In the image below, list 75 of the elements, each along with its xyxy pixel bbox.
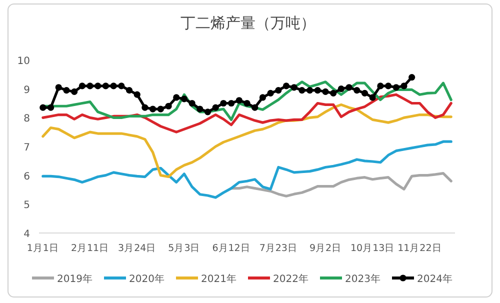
point (400, 82, 408, 90)
x-tick-label: 11月22日 (398, 243, 442, 254)
point (142, 104, 148, 111)
point (330, 90, 337, 96)
x-tick-label: 5月3日 (168, 243, 200, 254)
point (314, 86, 321, 94)
point (408, 74, 416, 81)
y-tick-label: 6 (24, 171, 30, 182)
legend-label: 2022年 (273, 273, 308, 285)
chart-title: 丁二烯产量（万吨） (180, 14, 316, 32)
point (165, 102, 172, 110)
point (275, 86, 282, 94)
point (346, 84, 352, 91)
point (118, 82, 125, 90)
legend-label: 2020年 (129, 273, 164, 285)
point (384, 82, 392, 90)
point (244, 100, 250, 107)
point (392, 84, 400, 91)
legend-label: 2023年 (345, 273, 380, 285)
point (63, 86, 70, 94)
point (126, 86, 133, 94)
point (47, 104, 54, 111)
point (377, 82, 384, 90)
y-tick-label: 5 (24, 200, 30, 212)
point (259, 94, 266, 101)
point (102, 82, 110, 90)
point (196, 106, 204, 112)
point (180, 96, 188, 102)
legend-label: 2019年 (57, 273, 92, 285)
point (110, 82, 117, 90)
point (369, 94, 376, 101)
x-tick-label: 6月12日 (212, 243, 250, 254)
point (157, 106, 164, 112)
point (220, 100, 227, 107)
point (228, 100, 235, 107)
x-tick-label: 7月23日 (259, 243, 298, 254)
x-tick-label: 9月2日 (309, 243, 342, 254)
point (306, 86, 314, 94)
point (55, 84, 62, 91)
point (282, 82, 290, 90)
y-tick-label: 10 (17, 56, 30, 67)
point (71, 88, 78, 96)
legend-label: 2024年 (417, 273, 452, 285)
point (290, 84, 298, 91)
point (204, 108, 212, 116)
point (94, 82, 102, 90)
point (361, 90, 368, 96)
point (252, 104, 258, 111)
point (188, 100, 196, 107)
point (150, 106, 156, 112)
line-series (42, 93, 452, 134)
y-tick-label: 8 (24, 114, 30, 125)
point (78, 82, 86, 90)
x-tick-label: 1月1日 (26, 243, 59, 254)
point (212, 104, 219, 111)
x-tick-label: 10月13日 (350, 243, 395, 254)
point (354, 86, 360, 94)
y-tick-label: 4 (24, 229, 30, 240)
line-series (42, 140, 452, 199)
point (338, 86, 344, 92)
point (298, 86, 306, 94)
point (134, 91, 140, 98)
x-tick-label: 3月24日 (118, 243, 156, 254)
x-tick-label: 2月11日 (70, 243, 110, 254)
y-tick-label: 9 (24, 84, 30, 96)
legend-label: 2021年 (201, 273, 236, 285)
point (173, 94, 180, 101)
point (267, 90, 274, 96)
point (236, 97, 242, 104)
point (322, 88, 329, 96)
point (86, 82, 94, 90)
line-series (230, 172, 452, 198)
point (40, 104, 46, 111)
y-tick-label: 7 (24, 142, 30, 154)
line-series (42, 103, 452, 178)
